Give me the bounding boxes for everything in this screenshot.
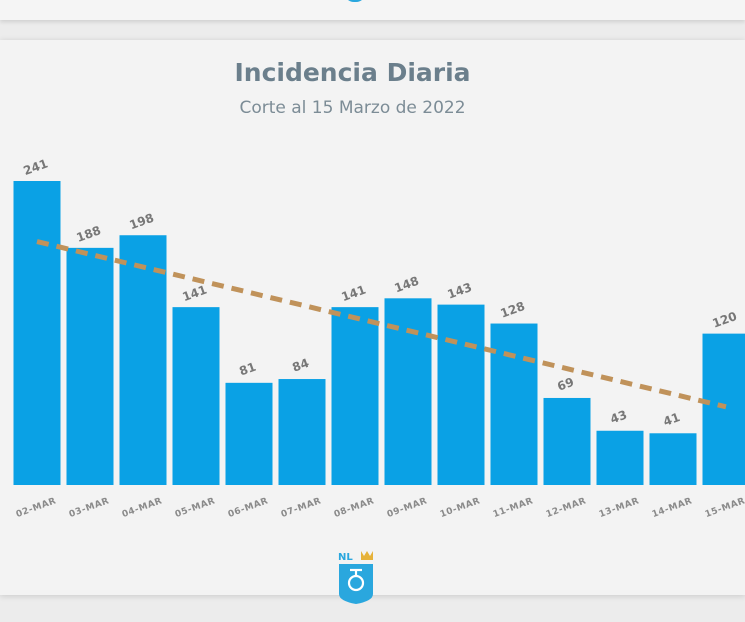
bar-03-mar — [66, 247, 114, 485]
previous-card-logo-icon — [344, 0, 366, 2]
bar-14-mar — [649, 433, 697, 485]
x-tick-label: 10-MAR — [439, 496, 482, 520]
trendline — [36, 239, 727, 410]
value-label: 128 — [498, 299, 526, 321]
value-label: 241 — [21, 156, 49, 178]
value-label: 84 — [290, 356, 310, 375]
value-label: 148 — [392, 274, 420, 296]
x-tick-label: 08-MAR — [333, 496, 376, 520]
bar-13-mar — [596, 430, 644, 485]
bar-06-mar — [225, 382, 273, 485]
bar-02-mar — [13, 181, 61, 485]
previous-card-edge — [0, 0, 745, 20]
value-label: 41 — [661, 410, 681, 429]
logo-text: NL — [338, 552, 353, 563]
x-tick-label: 02-MAR — [15, 496, 58, 520]
bar-10-mar — [437, 304, 485, 485]
value-label: 188 — [74, 223, 102, 245]
bar-04-mar — [119, 235, 167, 485]
x-tick-label: 09-MAR — [386, 496, 429, 520]
value-label: 141 — [339, 283, 367, 305]
x-tick-label: 12-MAR — [545, 496, 588, 520]
bar-15-mar — [702, 333, 745, 485]
x-tick-label: 15-MAR — [704, 496, 745, 520]
bar-07-mar — [278, 379, 326, 485]
chart-subtitle: Corte al 15 Marzo de 2022 — [239, 98, 466, 118]
chart-title: Incidencia Diaria — [234, 58, 471, 87]
x-tick-label: 14-MAR — [651, 496, 694, 520]
x-tick-label: 05-MAR — [174, 496, 217, 520]
x-tick-label: 07-MAR — [280, 496, 323, 520]
x-tick-label: 04-MAR — [121, 496, 164, 520]
value-label: 81 — [237, 360, 257, 379]
value-label: 43 — [608, 408, 628, 427]
value-label: 120 — [710, 309, 738, 331]
bars-group — [13, 181, 745, 485]
x-tick-label: 03-MAR — [68, 496, 111, 520]
bar-05-mar — [172, 307, 220, 485]
value-label: 69 — [555, 375, 575, 394]
x-tick-label: 06-MAR — [227, 496, 270, 520]
x-tick-label: 11-MAR — [492, 496, 535, 520]
x-tick-labels-group: 02-MAR 03-MAR 04-MAR 05-MAR 06-MAR 07-MAR 08-M… — [15, 496, 745, 520]
bar-12-mar — [543, 397, 591, 485]
nuevo-leon-shield-icon: NL — [336, 549, 376, 605]
x-tick-label: 13-MAR — [598, 496, 641, 520]
bar-08-mar — [331, 307, 379, 485]
value-label: 141 — [180, 283, 208, 305]
bar-11-mar — [490, 323, 538, 485]
value-label: 143 — [445, 280, 473, 302]
value-label: 198 — [127, 211, 155, 233]
